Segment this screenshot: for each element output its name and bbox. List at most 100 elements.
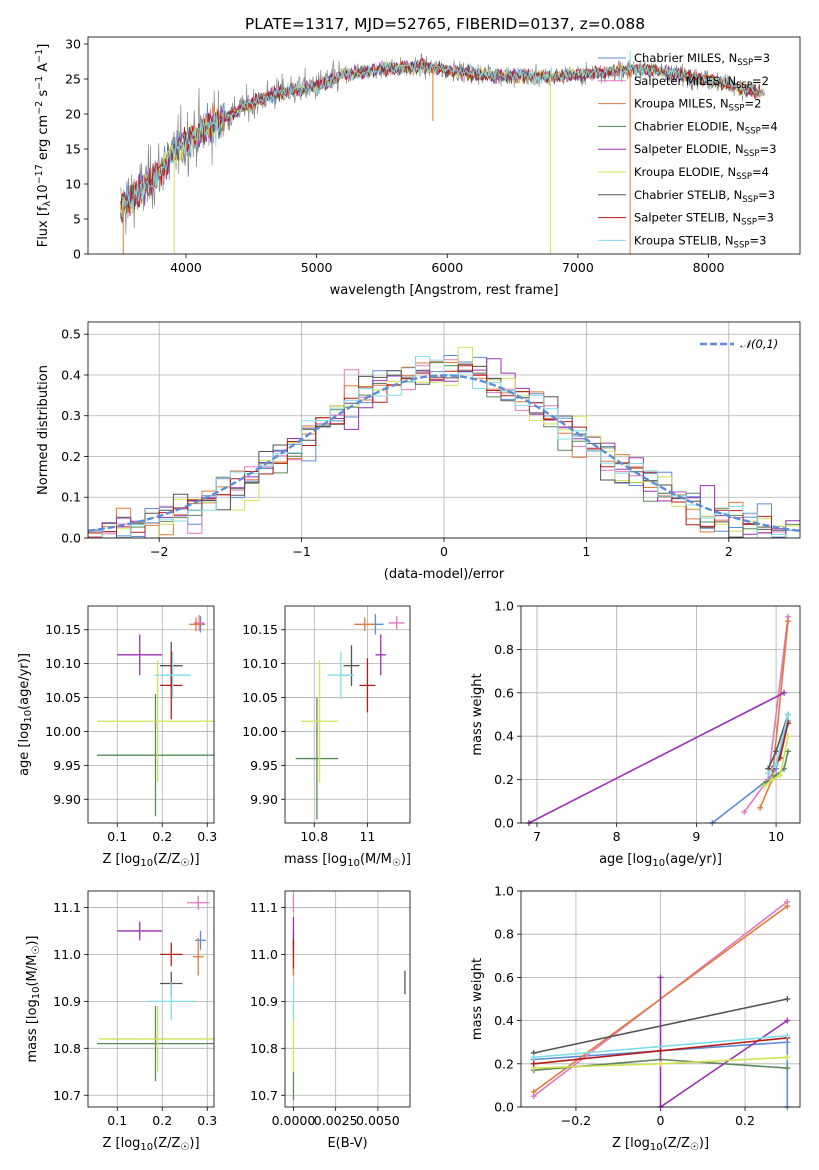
x-axis-label: Z [log10(Z/Z☉)]	[102, 852, 199, 869]
mass-weight-line	[533, 998, 788, 1054]
x-tick-label: 5000	[301, 260, 333, 275]
x-tick-label: 0.0025	[314, 1113, 358, 1128]
axes-frame	[87, 36, 801, 255]
axes-frame	[520, 605, 801, 824]
mass-vs-metallicity-panel: 0.1 0.2 0.3 10.7 10.8 10.9 11.0 11.1 Z [log10(Z/…	[25, 890, 217, 1153]
x-tick-label: 0.2	[152, 829, 172, 844]
y-tick-label: 10.8	[250, 1041, 278, 1056]
x-axis-label: mass [log10(M/M☉)]	[284, 852, 411, 869]
y-axis-label: Normed distribution	[36, 365, 51, 495]
model-spectrum-line	[120, 61, 761, 218]
x-axis-label: Z [log10(Z/Z☉)]	[102, 1136, 199, 1153]
x-tick-label: 8000	[693, 260, 725, 275]
x-axis-label: Z [log10(Z/Z☉)]	[612, 1136, 709, 1153]
legend-label: Kroupa STELIB, NSSP=3	[634, 233, 766, 250]
legend-label: Kroupa MILES, NSSP=2	[634, 97, 761, 114]
model-spectrum-line	[120, 61, 761, 224]
y-tick-label: 5	[73, 212, 81, 227]
x-tick-label: 0.2	[152, 1113, 172, 1128]
axes-frame	[284, 605, 411, 824]
y-tick-label: 1.0	[494, 884, 514, 899]
legend-label: Chabrier ELODIE, NSSP=4	[634, 119, 778, 136]
y-tick-label: 9.95	[250, 758, 278, 773]
x-tick-label: 11	[359, 829, 375, 844]
y-tick-label: 10.05	[45, 690, 81, 705]
x-tick-label: 6000	[431, 260, 463, 275]
x-tick-label: 1	[582, 544, 590, 559]
x-tick-label: 8	[613, 829, 621, 844]
y-tick-label: 10	[65, 177, 81, 192]
axes-frame	[520, 890, 801, 1108]
y-tick-label: 11.1	[250, 900, 278, 915]
y-tick-label: 11.0	[53, 947, 81, 962]
y-tick-label: 0	[73, 247, 81, 262]
axes-frame	[87, 605, 215, 824]
y-axis-label: mass weight	[470, 958, 485, 1040]
y-tick-label: 11.1	[53, 900, 81, 915]
residual-histogram-panel: −2 −1 0 1 2 0.0 0.1 0.2 0.3 0.4 0.5 𝒩(0,1) (data-mod…	[36, 321, 801, 582]
y-tick-label: 10.7	[250, 1088, 278, 1103]
x-tick-label: 0	[657, 1113, 665, 1128]
legend-label: Salpeter STELIB, NSSP=3	[634, 211, 774, 228]
y-tick-label: 10.10	[242, 656, 278, 671]
spectrum-panel: 4000 5000 6000 7000 8000 0 5 10 15 20 25 30 waveleng…	[34, 36, 801, 298]
x-tick-label: 7	[533, 829, 541, 844]
y-tick-label: 0.0	[494, 816, 514, 831]
y-tick-label: 0.8	[494, 642, 514, 657]
y-tick-label: 0.1	[61, 490, 81, 505]
age-vs-mass-panel: 10.8 11 9.90 9.95 10.00 10.05 10.10 10.15 mass […	[242, 605, 411, 869]
y-tick-label: 20	[65, 107, 81, 122]
legend-label: Chabrier STELIB, NSSP=3	[634, 188, 775, 205]
x-tick-label: 2	[725, 544, 733, 559]
y-tick-label: 0.4	[61, 367, 81, 382]
y-tick-label: 30	[65, 37, 81, 52]
y-tick-label: 0.3	[61, 408, 81, 423]
y-tick-label: 10.00	[242, 724, 278, 739]
y-tick-label: 10.9	[53, 994, 81, 1009]
x-tick-label: 7000	[562, 260, 594, 275]
y-tick-label: 9.90	[53, 792, 81, 807]
y-tick-label: 10.9	[250, 994, 278, 1009]
x-axis-label: wavelength [Angstrom, rest frame]	[330, 283, 559, 298]
y-tick-label: 1.0	[494, 599, 514, 614]
y-tick-label: 0.4	[494, 1013, 514, 1028]
y-tick-label: 10.7	[53, 1088, 81, 1103]
y-tick-label: 0.0	[494, 1100, 514, 1115]
x-tick-label: 10	[768, 829, 784, 844]
y-tick-label: 10.15	[242, 622, 278, 637]
axes-frame	[87, 890, 215, 1108]
y-axis-label: mass weight	[470, 673, 485, 755]
mass-weight-vs-metallicity-panel: −0.2 0 0.2 0.0 0.2 0.4 0.6 0.8 1.0 Z [log10(Z/Z☉)…	[470, 884, 801, 1153]
y-tick-label: 0.2	[494, 772, 514, 787]
x-tick-label: 0	[440, 544, 448, 559]
x-tick-label: 0.0050	[356, 1113, 400, 1128]
mass-weight-line	[533, 1034, 788, 1059]
x-tick-label: −1	[292, 544, 310, 559]
y-tick-label: 10.05	[242, 690, 278, 705]
x-tick-label: 0.1	[107, 829, 127, 844]
y-tick-label: 0.8	[494, 927, 514, 942]
x-tick-label: −0.2	[561, 1113, 591, 1128]
y-tick-label: 0.6	[494, 685, 514, 700]
x-tick-label: −2	[150, 544, 168, 559]
legend-label: 𝒩(0,1)	[740, 337, 778, 351]
y-tick-label: 10.00	[45, 724, 81, 739]
y-tick-label: 11.0	[250, 947, 278, 962]
y-tick-label: 10.15	[45, 622, 81, 637]
y-tick-label: 10.10	[45, 656, 81, 671]
x-axis-label: (data-model)/error	[384, 567, 505, 582]
y-tick-label: 0.4	[494, 729, 514, 744]
x-axis-label: E(B-V)	[327, 1136, 367, 1151]
mass-weight-line	[528, 692, 785, 823]
x-tick-label: 0.2	[735, 1113, 755, 1128]
mass-weight-vs-age-panel: 7 8 9 10 0.0 0.2 0.4 0.6 0.8 1.0 age [log10(age/yr…	[470, 599, 801, 869]
y-tick-label: 0.5	[61, 327, 81, 342]
figure-title: PLATE=1317, MJD=52765, FIBERID=0137, z=0…	[245, 15, 645, 33]
x-tick-label: 10.8	[300, 829, 328, 844]
y-tick-label: 9.90	[250, 792, 278, 807]
x-tick-label: 0.0000	[272, 1113, 316, 1128]
y-axis-label: Flux [fλ10−17 erg cm−2 s−1 A−1]	[34, 44, 53, 248]
mass-weight-line	[659, 977, 788, 1107]
